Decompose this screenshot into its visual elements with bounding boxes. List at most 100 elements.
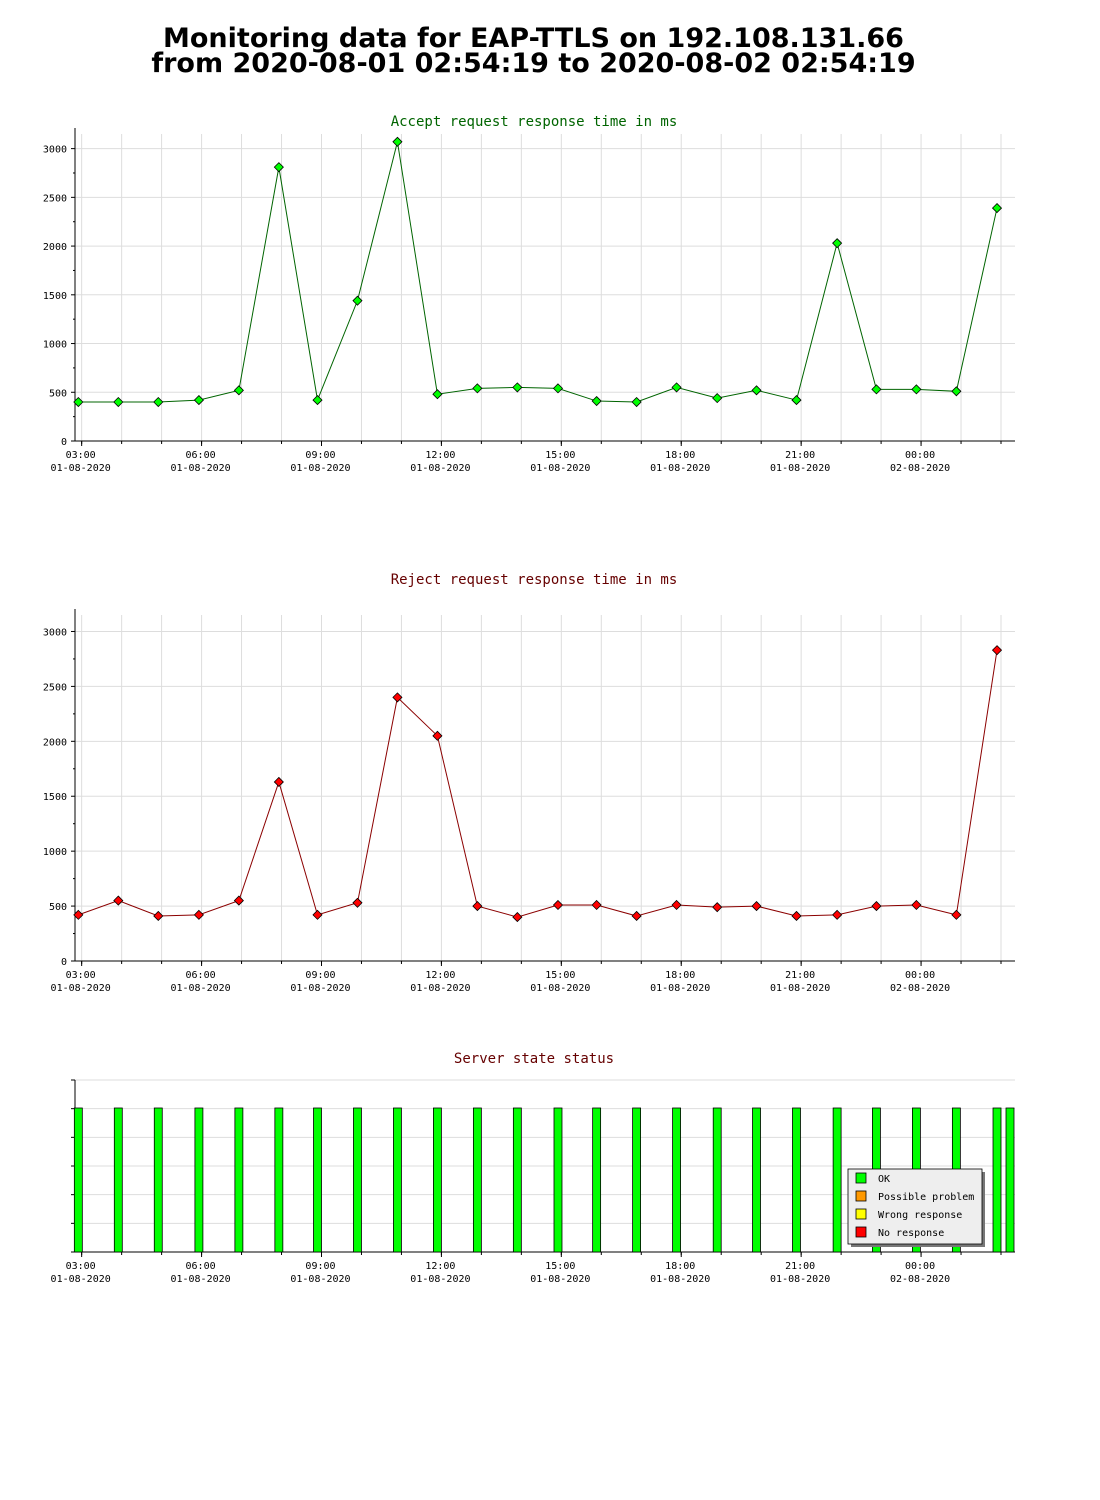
reject-series-line xyxy=(78,650,998,918)
accept-x-tick-date: 01-08-2020 xyxy=(530,463,590,474)
accept-y-tick-label: 3000 xyxy=(43,145,67,156)
status-status-bar xyxy=(752,1107,761,1253)
accept-x-tick-time: 09:00 xyxy=(305,450,335,461)
legend-label: No response xyxy=(878,1228,944,1239)
legend-swatch xyxy=(855,1208,867,1220)
accept-x-tick-date: 01-08-2020 xyxy=(290,463,350,474)
reject-data-point xyxy=(233,895,244,906)
reject-data-point xyxy=(113,895,124,906)
accept-data-point xyxy=(991,203,1003,214)
status-x-tick-time: 09:00 xyxy=(305,1261,335,1272)
status-x-tick-date: 01-08-2020 xyxy=(530,1274,590,1285)
status-x-tick-time: 21:00 xyxy=(785,1261,815,1272)
status-x-tick-date: 01-08-2020 xyxy=(170,1274,230,1285)
reject-x-tick-time: 21:00 xyxy=(785,970,815,981)
reject-x-tick-time: 06:00 xyxy=(186,970,216,981)
reject-data-point xyxy=(352,897,363,908)
reject-data-point xyxy=(273,776,284,788)
accept-data-point xyxy=(73,396,84,408)
accept-y-tick-label: 1500 xyxy=(43,291,67,302)
status-status-bar xyxy=(472,1107,482,1253)
reject-data-point xyxy=(591,899,602,911)
accept-data-point xyxy=(552,383,564,394)
reject-data-point xyxy=(791,910,802,922)
status-x-tick-time: 06:00 xyxy=(186,1261,216,1272)
reject-y-tick-label: 3000 xyxy=(43,627,67,638)
accept-data-point xyxy=(193,395,204,406)
reject-y-tick-label: 2000 xyxy=(43,737,67,748)
accept-y-tick-label: 1000 xyxy=(43,340,67,351)
reject-x-tick-time: 00:00 xyxy=(905,970,935,981)
reject-x-tick-time: 15:00 xyxy=(545,970,575,981)
page-title-line2: from 2020-08-01 02:54:19 to 2020-08-02 0… xyxy=(151,48,916,79)
reject-x-tick-time: 03:00 xyxy=(66,970,96,981)
accept-chart: 0 500 1000 1500 2000 2500 3000 03:00 01-08-2020 0… xyxy=(43,128,1015,474)
legend-label: OK xyxy=(878,1174,890,1185)
accept-x-tick-time: 18:00 xyxy=(665,450,695,461)
accept-data-point xyxy=(472,383,483,394)
legend-label: Possible problem xyxy=(878,1192,974,1203)
reject-x-tick-date: 01-08-2020 xyxy=(650,983,710,994)
reject-data-point xyxy=(751,901,762,912)
status-status-bar xyxy=(353,1107,362,1253)
status-x-tick-date: 02-08-2020 xyxy=(890,1274,950,1285)
reject-data-point xyxy=(951,909,962,920)
reject-x-tick-date: 01-08-2020 xyxy=(170,983,230,994)
reject-data-point xyxy=(153,910,164,922)
status-x-tick-date: 01-08-2020 xyxy=(410,1274,470,1285)
reject-y-tick-label: 500 xyxy=(49,902,67,913)
reject-x-tick-date: 01-08-2020 xyxy=(410,983,470,994)
reject-x-tick-time: 09:00 xyxy=(305,970,335,981)
status-x-tick-date: 01-08-2020 xyxy=(650,1274,710,1285)
accept-chart-title: Accept request response time in ms xyxy=(391,114,678,130)
status-chart: 03:00 01-08-2020 06:00 01-08-2020 09:00 01-08… xyxy=(51,1079,1015,1285)
accept-data-point xyxy=(791,395,802,406)
status-status-bar xyxy=(234,1107,244,1253)
status-x-tick-date: 01-08-2020 xyxy=(770,1274,830,1285)
page-title: Monitoring data for EAP-TTLS on 192.108.… xyxy=(0,23,1067,79)
accept-y-tick-label: 500 xyxy=(49,388,67,399)
accept-data-point xyxy=(631,396,642,408)
reject-data-point xyxy=(392,692,403,703)
status-status-bar xyxy=(393,1107,402,1253)
status-status-bar xyxy=(274,1107,284,1253)
accept-data-point xyxy=(392,136,403,147)
reject-data-point xyxy=(193,909,204,920)
accept-x-tick-date: 02-08-2020 xyxy=(890,463,950,474)
accept-data-point xyxy=(871,384,882,395)
reject-data-point xyxy=(991,645,1003,656)
accept-data-point xyxy=(591,395,602,407)
accept-x-tick-time: 06:00 xyxy=(186,450,216,461)
legend-swatch xyxy=(855,1226,867,1238)
accept-x-tick-date: 01-08-2020 xyxy=(51,463,111,474)
reject-data-point xyxy=(312,909,323,920)
legend-box xyxy=(847,1168,983,1245)
status-chart-title: Server state status xyxy=(454,1051,614,1067)
reject-data-point xyxy=(671,899,682,911)
accept-data-point xyxy=(712,393,723,404)
accept-x-tick-date: 01-08-2020 xyxy=(170,463,230,474)
reject-data-point xyxy=(432,730,443,741)
reject-x-tick-date: 02-08-2020 xyxy=(890,983,950,994)
reject-x-tick-time: 18:00 xyxy=(665,970,695,981)
accept-y-tick-label: 0 xyxy=(61,437,67,448)
reject-x-tick-time: 12:00 xyxy=(425,970,455,981)
legend-swatch xyxy=(855,1172,867,1184)
status-status-bar xyxy=(512,1107,522,1253)
accept-y-tick-label: 2500 xyxy=(43,193,67,204)
reject-y-tick-label: 0 xyxy=(61,957,67,968)
status-status-bar xyxy=(433,1107,442,1253)
status-status-bar xyxy=(792,1107,801,1253)
status-status-bar xyxy=(553,1107,563,1253)
status-legend: OK Possible problem Wrong response No respo… xyxy=(847,1168,983,1245)
accept-series-line xyxy=(78,141,998,403)
status-x-tick-date: 01-08-2020 xyxy=(51,1274,111,1285)
page-title-line1: Monitoring data for EAP-TTLS on 192.108.… xyxy=(163,23,904,54)
reject-data-point xyxy=(832,909,843,920)
reject-data-point xyxy=(73,909,84,920)
status-status-bar xyxy=(313,1107,322,1253)
reject-x-tick-date: 01-08-2020 xyxy=(290,983,350,994)
status-x-tick-date: 01-08-2020 xyxy=(290,1274,350,1285)
accept-data-point xyxy=(233,385,244,396)
